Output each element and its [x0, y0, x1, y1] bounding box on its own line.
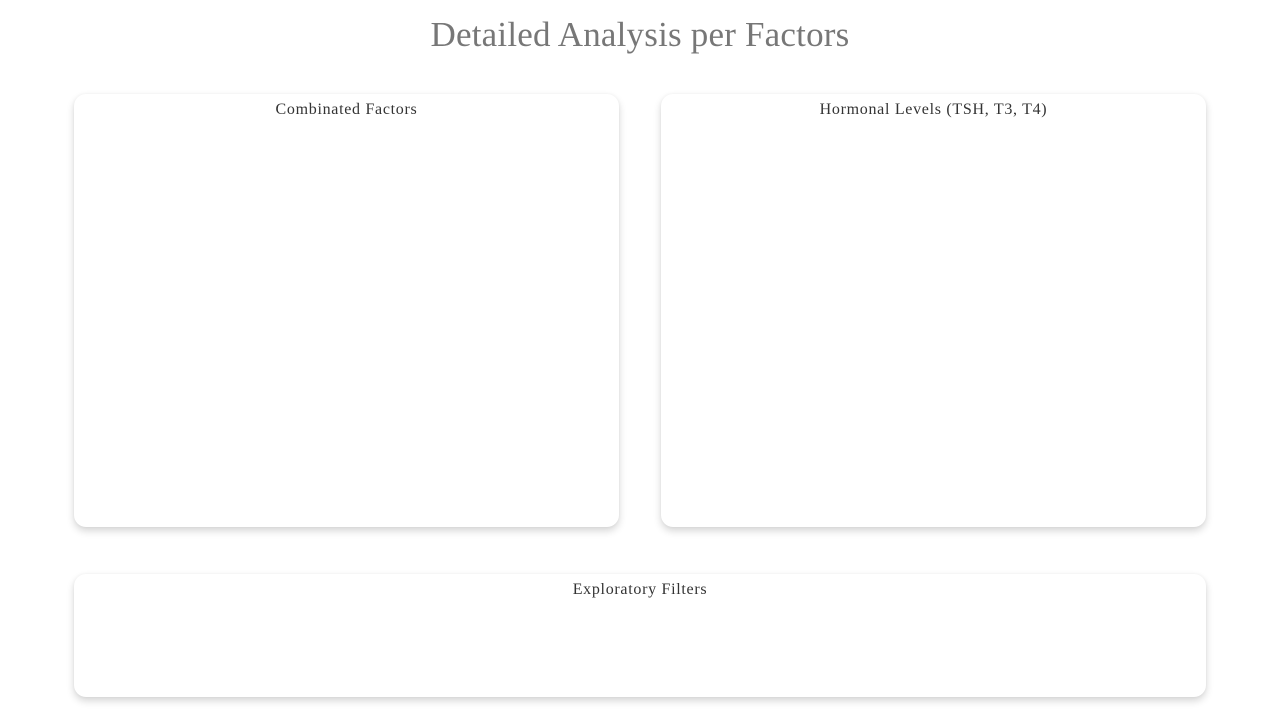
combined-factors-chart-area — [74, 130, 619, 527]
exploratory-filters-title: Exploratory Filters — [572, 581, 708, 598]
hormonal-levels-title: Hormonal Levels (TSH, T3, T4) — [819, 101, 1048, 118]
page-title: Detailed Analysis per Factors — [430, 15, 850, 54]
combined-factors-panel: Combinated Factors — [74, 94, 619, 527]
exploratory-filters-area — [74, 610, 1206, 697]
combined-factors-title: Combinated Factors — [275, 101, 418, 118]
exploratory-filters-panel: Exploratory Filters — [74, 574, 1206, 697]
hormonal-levels-chart-area — [661, 130, 1206, 527]
hormonal-levels-panel: Hormonal Levels (TSH, T3, T4) — [661, 94, 1206, 527]
